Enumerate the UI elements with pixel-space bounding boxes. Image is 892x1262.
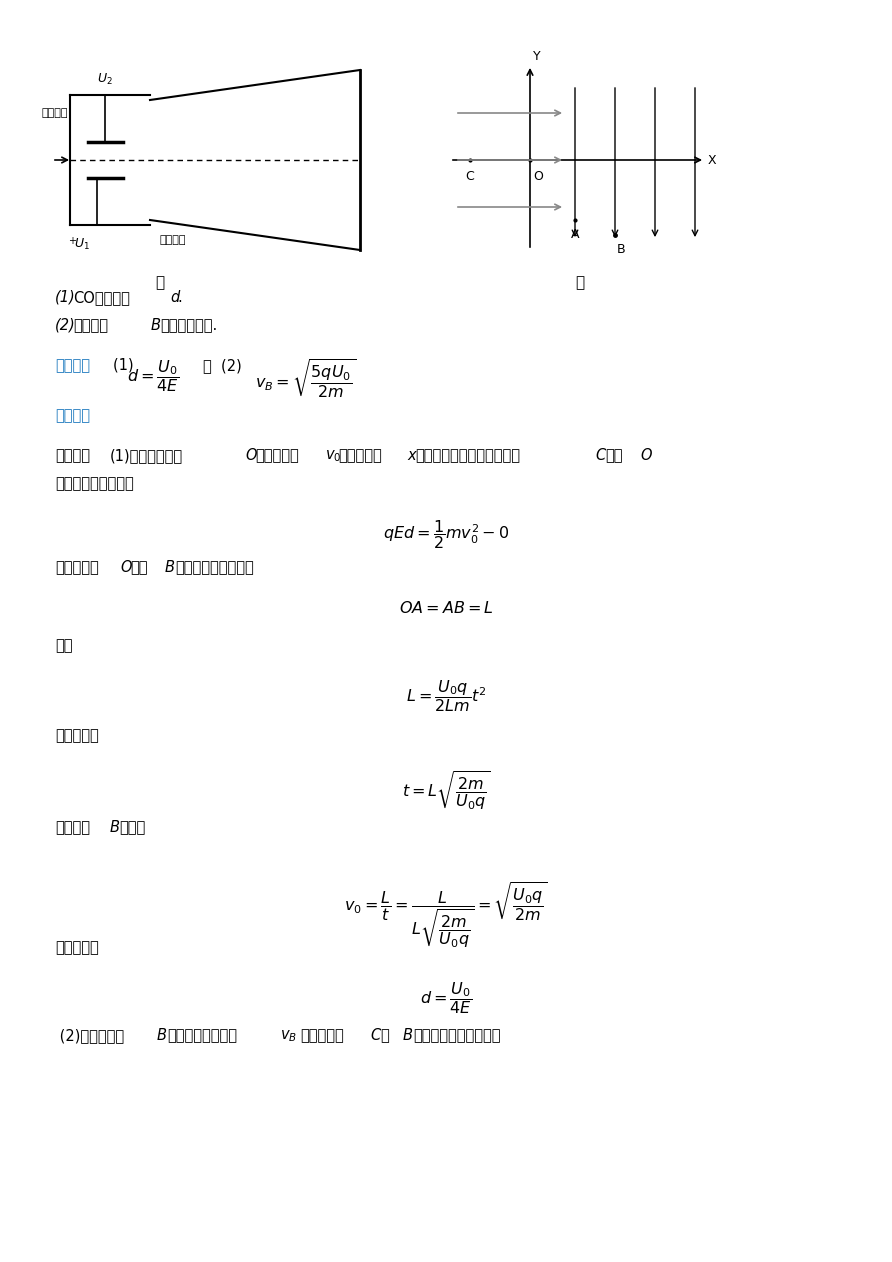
- Text: 点时：: 点时：: [119, 820, 145, 835]
- Text: $v_B = \sqrt{\dfrac{5qU_0}{2m}}$: $v_B = \sqrt{\dfrac{5qU_0}{2m}}$: [255, 358, 357, 401]
- Text: A: A: [571, 228, 579, 241]
- Text: $v_0 = \dfrac{L}{t} = \dfrac{L}{L\sqrt{\dfrac{2m}{U_0 q}}} = \sqrt{\dfrac{U_0 q}: $v_0 = \dfrac{L}{t} = \dfrac{L}{L\sqrt{\…: [344, 880, 548, 950]
- Text: $v_B$: $v_B$: [280, 1029, 297, 1044]
- Text: 点到: 点到: [130, 560, 147, 575]
- Text: $OA = AB = L$: $OA = AB = L$: [399, 599, 493, 616]
- Text: O: O: [120, 560, 131, 575]
- Text: 点到: 点到: [605, 448, 623, 463]
- Text: 点时速度的大小为: 点时速度的大小为: [167, 1029, 237, 1042]
- Text: Y: Y: [533, 50, 541, 63]
- Text: 离子进入: 离子进入: [42, 109, 68, 119]
- Text: 所以到达: 所以到达: [55, 820, 90, 835]
- Text: O: O: [640, 448, 651, 463]
- Text: C: C: [466, 170, 475, 183]
- Text: 到: 到: [380, 1029, 389, 1042]
- Text: O: O: [245, 448, 257, 463]
- Text: d: d: [170, 290, 179, 305]
- Text: 则：: 则：: [55, 639, 72, 652]
- Text: x: x: [407, 448, 416, 463]
- Text: $d = \dfrac{U_0}{4E}$: $d = \dfrac{U_0}{4E}$: [127, 358, 179, 394]
- Text: $v_0$: $v_0$: [325, 448, 342, 463]
- Text: 轴的正方向），则正离子从: 轴的正方向），则正离子从: [415, 448, 520, 463]
- Text: $L = \dfrac{U_0 q}{2Lm}t^2$: $L = \dfrac{U_0 q}{2Lm}t^2$: [406, 678, 486, 714]
- Text: （其方向沿: （其方向沿: [338, 448, 382, 463]
- Text: $+$: $+$: [69, 235, 78, 246]
- Text: 点，由动能定理得：: 点，由动能定理得：: [55, 476, 134, 491]
- Text: 过程中由动能定理得：: 过程中由动能定理得：: [413, 1029, 500, 1042]
- Text: 甲: 甲: [155, 275, 164, 290]
- Text: B: B: [157, 1029, 167, 1042]
- Text: (1): (1): [55, 290, 76, 305]
- Text: (2)设正离子到: (2)设正离子到: [55, 1029, 124, 1042]
- Text: X: X: [708, 154, 716, 167]
- Text: B: B: [403, 1029, 413, 1042]
- Text: C: C: [595, 448, 606, 463]
- Text: (2): (2): [55, 318, 76, 333]
- Text: ，正离子从: ，正离子从: [300, 1029, 343, 1042]
- Text: 【解析】: 【解析】: [55, 408, 90, 423]
- Text: ；  (2): ； (2): [203, 358, 251, 374]
- Text: 点的速度大小.: 点的速度大小.: [160, 318, 218, 333]
- Text: $U_2$: $U_2$: [97, 72, 113, 87]
- Text: B: B: [110, 820, 120, 835]
- Text: .: .: [177, 290, 182, 305]
- Text: 先抽空气: 先抽空气: [160, 235, 186, 245]
- Text: 从而解得：: 从而解得：: [55, 728, 99, 743]
- Text: C: C: [370, 1029, 380, 1042]
- Text: (1): (1): [113, 358, 143, 374]
- Text: 【详解】: 【详解】: [55, 448, 90, 463]
- Text: $U_1$: $U_1$: [74, 237, 90, 252]
- Text: 乙: 乙: [575, 275, 584, 290]
- Text: B: B: [165, 560, 175, 575]
- Text: $d = \dfrac{U_0}{4E}$: $d = \dfrac{U_0}{4E}$: [420, 981, 472, 1016]
- Text: CO间的距离: CO间的距离: [73, 290, 130, 305]
- Text: $t = L\sqrt{\dfrac{2m}{U_0 q}}$: $t = L\sqrt{\dfrac{2m}{U_0 q}}$: [401, 770, 491, 813]
- Text: 而正离子从: 而正离子从: [55, 560, 99, 575]
- Text: $qEd = \dfrac{1}{2}mv_0^2 - 0$: $qEd = \dfrac{1}{2}mv_0^2 - 0$: [383, 517, 509, 551]
- Text: O: O: [533, 170, 543, 183]
- Text: B: B: [151, 318, 161, 333]
- Text: 从而解得：: 从而解得：: [55, 940, 99, 955]
- Text: (1)设正离子到达: (1)设正离子到达: [110, 448, 183, 463]
- Text: 粒子通过: 粒子通过: [73, 318, 108, 333]
- Text: B: B: [617, 244, 625, 256]
- Text: 点做类平抛运动，令: 点做类平抛运动，令: [175, 560, 253, 575]
- Text: 点的速度为: 点的速度为: [255, 448, 299, 463]
- Text: 【答案】: 【答案】: [55, 358, 90, 374]
